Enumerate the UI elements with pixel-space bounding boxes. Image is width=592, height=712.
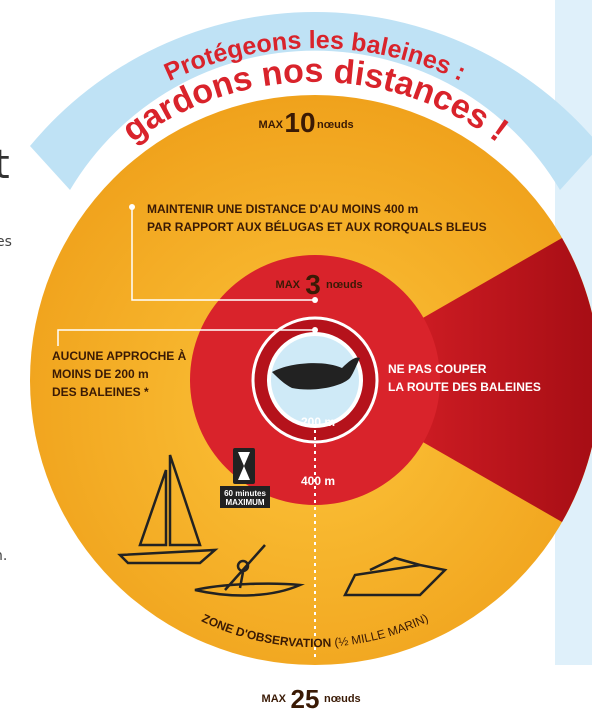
rule-text: DES BALEINES * bbox=[52, 385, 149, 399]
speed-unit: nœuds bbox=[317, 119, 354, 131]
ring-label: 400 m bbox=[301, 474, 335, 488]
cut-text: es bbox=[0, 234, 12, 250]
cut-text: t bbox=[0, 142, 10, 188]
speed-unit: nœuds bbox=[326, 279, 363, 291]
rule-text: MAINTENIR UNE DISTANCE D'AU MOINS 400 m bbox=[147, 202, 418, 216]
speed-prefix: MAX bbox=[262, 693, 287, 705]
dot bbox=[312, 327, 318, 333]
dot bbox=[129, 204, 135, 210]
speed-value: 25 bbox=[291, 684, 320, 712]
speed-value: 3 bbox=[305, 269, 321, 300]
rule-text: MOINS DE 200 m bbox=[52, 367, 149, 381]
ring-label: 200 m bbox=[301, 415, 335, 429]
speed-value: 10 bbox=[284, 107, 315, 138]
speed-unit: nœuds bbox=[324, 693, 361, 705]
infographic: Protégeons les baleines : gardons nos di… bbox=[0, 0, 592, 712]
rule-text: LA ROUTE DES BALEINES bbox=[388, 380, 541, 394]
timer-text: 60 minutes bbox=[224, 489, 266, 498]
cut-text: n. bbox=[0, 548, 7, 564]
rule-text: PAR RAPPORT AUX BÉLUGAS ET AUX RORQUALS … bbox=[147, 219, 487, 234]
rule-text: NE PAS COUPER bbox=[388, 362, 487, 376]
speed-prefix: MAX bbox=[259, 119, 284, 131]
speed-prefix: MAX bbox=[276, 279, 301, 291]
rule-text: AUCUNE APPROCHE À bbox=[52, 348, 187, 363]
timer-text: MAXIMUM bbox=[225, 498, 264, 507]
